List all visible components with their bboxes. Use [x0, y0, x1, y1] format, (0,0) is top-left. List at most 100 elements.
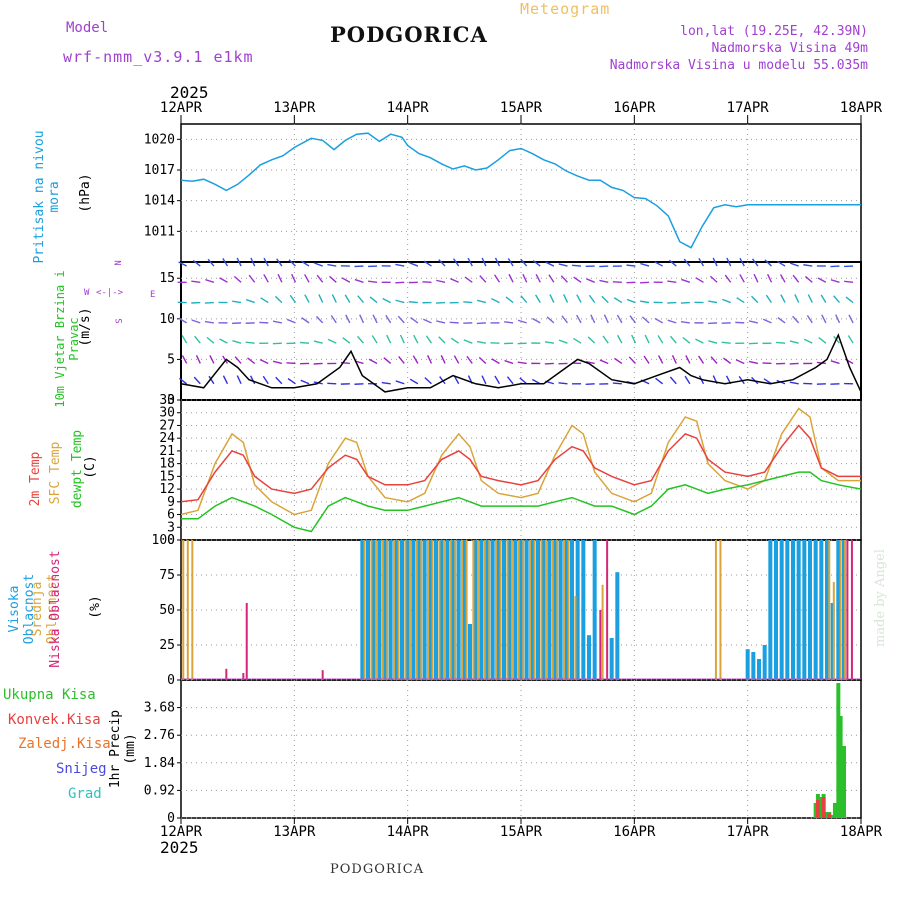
wind-arrow [549, 294, 555, 303]
cloud-bar [245, 603, 248, 680]
pressure-line [180, 132, 861, 249]
cloud-bar [540, 540, 543, 680]
wind-arrow [640, 300, 650, 304]
wind-arrow [532, 259, 541, 267]
cloud-bar [519, 540, 523, 680]
wind-arrow [695, 338, 704, 344]
cloud-bar [468, 624, 472, 680]
cloud-bar [592, 540, 597, 680]
wind-arrow [476, 299, 487, 304]
wind-arrow [272, 320, 283, 324]
cloud-bar [587, 635, 591, 680]
wind-arrow [507, 258, 514, 267]
wind-arrow [342, 337, 351, 344]
wind-arrow [272, 360, 283, 365]
wind-arrow [682, 336, 691, 344]
cloud-bar [762, 645, 767, 680]
wind-arrow [776, 341, 786, 344]
wind-arrow [628, 356, 636, 364]
wind-arrow [626, 298, 636, 304]
wind-arrow [331, 294, 337, 303]
wind-arrow [830, 279, 840, 283]
year-label-top: 2025 [170, 83, 209, 102]
wind-arrow [222, 257, 229, 267]
wind-arrow [751, 295, 759, 304]
wind-arrow [395, 299, 405, 304]
wind-legend-cross: <-|-> [96, 288, 124, 298]
wind-arrow [272, 342, 282, 345]
wind-arrow [207, 258, 215, 267]
wind-arrow [643, 355, 650, 364]
wind-arrow [479, 275, 487, 283]
wind-arrow [684, 375, 691, 385]
cloud-tick-label: 75 [159, 568, 175, 583]
precip-bar [842, 746, 846, 818]
cloud-bar [363, 540, 366, 680]
wind-arrow [712, 257, 718, 267]
cloud-bar [490, 540, 495, 680]
wind-arrow [204, 320, 214, 324]
legend-hail: Grad [68, 786, 102, 802]
date-label-bottom: 16APR [613, 824, 656, 840]
wind-arrow [762, 362, 772, 365]
sfc-temp-line [180, 407, 861, 516]
cloud-bar [547, 540, 552, 680]
legend-frz-precip: Zaledj.Kisa [18, 736, 111, 752]
wind-legend-w: W [84, 288, 90, 298]
wind-arrow [463, 339, 473, 344]
wind-arrow [830, 360, 840, 365]
wind-arrow [263, 274, 269, 283]
temp-tick-label: 0 [167, 533, 175, 548]
wind-arrow [395, 380, 405, 385]
wind-arrow [789, 381, 799, 385]
wind-arrow [695, 277, 704, 283]
wind-arrow [766, 273, 773, 283]
wind-arrow [726, 257, 732, 267]
wind-arrow [573, 276, 582, 283]
wind-arrow [286, 362, 296, 365]
temp-tick-label: 6 [167, 508, 175, 523]
cloud-tick-label: 50 [159, 603, 175, 618]
wind-arrow [491, 358, 500, 365]
cloud-bar [438, 540, 441, 680]
wind-arrow [344, 294, 351, 303]
wind-arrow [304, 274, 310, 283]
wind-arrow [586, 278, 595, 283]
wind-arrow [232, 300, 242, 304]
wind-arrow [277, 273, 283, 283]
wind-arrow [535, 294, 541, 303]
wind-arrow [504, 321, 514, 324]
wind-arrow [453, 375, 460, 385]
cloud-bar [434, 540, 438, 680]
wind-arrow [616, 334, 623, 344]
wind-arrow [436, 301, 446, 304]
wind-arrow [193, 376, 201, 385]
precip-bar [832, 803, 837, 818]
wind-arrow [558, 339, 568, 344]
cloud-bar [808, 540, 812, 680]
wind-arrow [260, 297, 269, 304]
wind-arrow [315, 315, 324, 324]
wind-arrow [359, 314, 365, 324]
date-label-bottom: 15APR [500, 824, 543, 840]
wind-arrow [576, 314, 582, 324]
cloud-bar [544, 540, 547, 680]
wind-arrow [318, 294, 324, 303]
temp-tick-label: 24 [159, 431, 175, 446]
wind-arrow [439, 376, 446, 385]
cloud-bar [825, 540, 829, 680]
cloud-bar [850, 540, 853, 680]
cloud-bar [570, 540, 574, 680]
cloud-bar [836, 540, 841, 680]
wind-arrow [764, 259, 772, 267]
wind-arrow [209, 355, 215, 364]
wind-arrow [222, 375, 229, 385]
wind-arrow [522, 273, 528, 283]
cloud-bar [405, 540, 410, 680]
cloud-bar [225, 668, 228, 680]
wind-arrow [438, 336, 446, 344]
wind-arrow [327, 338, 337, 344]
cloud-bar [828, 540, 831, 680]
dewpt-line [181, 471, 862, 533]
temp-tick-label: 27 [159, 418, 175, 433]
